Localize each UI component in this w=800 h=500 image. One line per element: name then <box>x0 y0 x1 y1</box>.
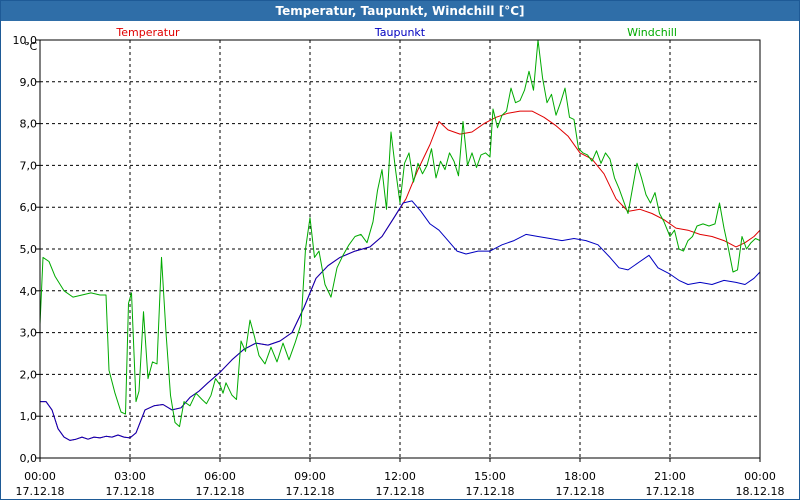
y-tick-label: 4,0 <box>20 285 38 298</box>
y-axis-unit-label: °C <box>24 40 38 53</box>
x-tick-time-label: 21:00 <box>654 470 686 483</box>
series-line-windchill <box>39 39 761 428</box>
x-tick-date-label: 17.12.18 <box>466 485 515 498</box>
chart-title: Temperatur, Taupunkt, Windchill [°C] <box>1 1 799 21</box>
y-tick-label: 5,0 <box>20 243 38 256</box>
x-tick-date-label: 17.12.18 <box>376 485 425 498</box>
x-tick-date-label: 17.12.18 <box>196 485 245 498</box>
y-tick-label: 9,0 <box>20 76 38 89</box>
y-tick-label: 6,0 <box>20 201 38 214</box>
x-tick-date-label: 17.12.18 <box>16 485 65 498</box>
x-tick-date-label: 17.12.18 <box>646 485 695 498</box>
x-tick-date-label: 17.12.18 <box>286 485 335 498</box>
x-tick-time-label: 12:00 <box>384 470 416 483</box>
y-tick-label: 8,0 <box>20 118 38 131</box>
legend-entry-temperatur: Temperatur <box>115 26 180 39</box>
series-lines <box>39 39 761 441</box>
series-line-taupunkt <box>40 200 761 441</box>
y-tick-label: 2,0 <box>20 368 38 381</box>
x-tick-date-label: 17.12.18 <box>106 485 155 498</box>
x-tick-time-label: 06:00 <box>204 470 236 483</box>
legend: Temperatur Taupunkt Windchill <box>115 26 677 39</box>
legend-entry-taupunkt: Taupunkt <box>374 26 426 39</box>
x-tick-date-label: 18.12.18 <box>736 485 785 498</box>
y-tick-label: 10,0 <box>13 34 38 47</box>
y-tick-label: 0,0 <box>20 452 38 465</box>
x-tick-time-label: 15:00 <box>474 470 506 483</box>
x-tick-time-label: 00:00 <box>24 470 56 483</box>
y-tick-label: 7,0 <box>20 159 38 172</box>
x-tick-time-label: 00:00 <box>744 470 776 483</box>
y-tick-label: 3,0 <box>20 327 38 340</box>
x-tick-time-label: 03:00 <box>114 470 146 483</box>
axes: 0,0 1,0 2,0 3,0 4,0 5,0 6,0 7,0 8,0 9,0 10,0°C 00:0… <box>13 34 785 498</box>
y-tick-label: 1,0 <box>20 410 38 423</box>
legend-entry-windchill: Windchill <box>627 26 677 39</box>
x-tick-date-label: 17.12.18 <box>556 485 605 498</box>
x-tick-time-label: 09:00 <box>294 470 326 483</box>
x-tick-time-label: 18:00 <box>564 470 596 483</box>
